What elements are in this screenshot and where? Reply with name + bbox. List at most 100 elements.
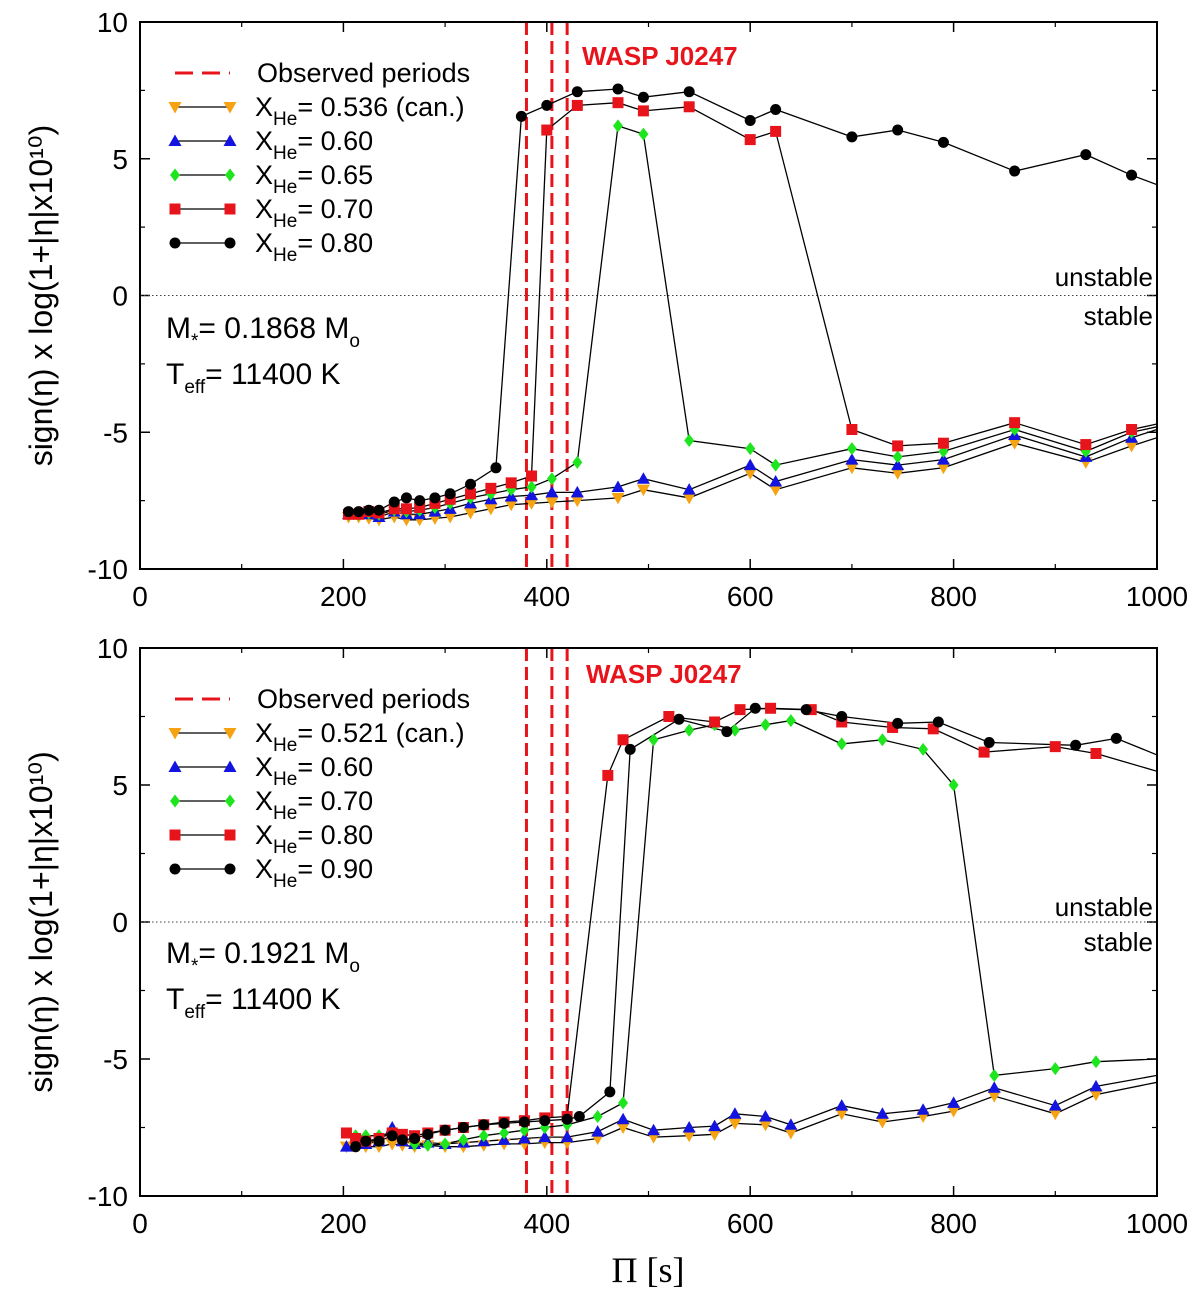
data-point	[683, 86, 695, 98]
data-point	[560, 1130, 574, 1143]
teff-label: Teff= 11400 K	[166, 358, 341, 398]
data-point	[464, 507, 478, 520]
data-point	[572, 455, 583, 469]
x-tick-label: 200	[320, 581, 367, 612]
data-point	[978, 746, 990, 758]
data-point	[684, 433, 695, 447]
x-axis-label: Π [s]	[612, 1250, 685, 1290]
data-point	[440, 1137, 451, 1151]
data-point	[478, 1129, 489, 1143]
series-line	[346, 707, 1157, 1142]
data-point	[947, 1096, 961, 1108]
x-tick-label: 200	[320, 1208, 367, 1239]
data-point	[360, 1135, 372, 1147]
data-point	[570, 495, 584, 508]
data-point	[836, 737, 847, 751]
data-point	[887, 721, 899, 733]
data-point	[836, 711, 848, 722]
legend-marker	[223, 134, 237, 146]
data-point	[1048, 1108, 1062, 1121]
data-point	[769, 484, 783, 497]
data-point	[989, 1068, 1000, 1082]
data-point	[526, 470, 538, 482]
data-point	[637, 91, 649, 103]
data-point	[682, 1121, 696, 1133]
x-tick-label: 1000	[1126, 581, 1188, 612]
data-point	[835, 1108, 849, 1121]
data-point	[545, 485, 559, 498]
data-point	[927, 723, 939, 735]
data-point	[373, 1135, 385, 1147]
y-tick-label: 5	[112, 144, 128, 175]
data-point	[414, 495, 426, 507]
data-point	[1009, 165, 1021, 177]
data-point	[892, 124, 904, 136]
data-point	[1126, 169, 1138, 181]
data-point	[682, 483, 696, 495]
data-point	[538, 1130, 552, 1143]
data-point	[846, 424, 858, 436]
data-point	[526, 480, 537, 494]
y-tick-label: 5	[112, 770, 128, 801]
data-point	[758, 1110, 772, 1122]
data-point	[498, 1117, 510, 1129]
data-point	[617, 734, 629, 746]
stable-label: stable	[1084, 927, 1153, 957]
mass-label: M*= 0.1868 Mo	[166, 312, 360, 352]
series-line	[355, 719, 1157, 1146]
data-point	[490, 462, 502, 474]
x-tick-label: 600	[727, 581, 774, 612]
data-point	[618, 1096, 629, 1110]
unstable-label: unstable	[1055, 262, 1153, 292]
data-point	[422, 1128, 434, 1140]
data-point	[743, 468, 757, 480]
data-point	[663, 711, 675, 722]
legend-marker	[225, 794, 235, 808]
y-axis-label: sign(η) x log(1+|η|x10¹⁰)	[23, 751, 59, 1093]
data-point	[784, 1127, 798, 1140]
data-point	[396, 1134, 408, 1146]
y-tick-label: -5	[103, 417, 128, 448]
data-point	[546, 472, 557, 486]
data-point	[1089, 1079, 1103, 1092]
data-point	[918, 742, 929, 756]
y-tick-label: 10	[97, 7, 128, 38]
data-point	[708, 1119, 722, 1132]
data-point	[340, 1127, 352, 1139]
x-tick-label: 0	[132, 1208, 148, 1239]
data-point	[612, 119, 623, 133]
data-point	[734, 704, 746, 716]
data-point	[647, 1123, 661, 1136]
data-point	[363, 504, 375, 516]
data-point	[937, 437, 949, 449]
data-point	[947, 1106, 961, 1118]
legend-marker	[224, 829, 236, 841]
data-point	[373, 504, 385, 516]
data-point	[637, 105, 649, 117]
data-point	[648, 733, 659, 747]
stable-label: stable	[1084, 301, 1153, 331]
data-point	[1008, 438, 1022, 450]
data-point	[892, 717, 904, 729]
data-point	[673, 713, 685, 725]
data-point	[1049, 741, 1061, 753]
data-point	[728, 1107, 742, 1119]
data-point	[525, 498, 539, 510]
data-point	[541, 99, 553, 111]
data-point	[936, 462, 950, 475]
data-point	[465, 488, 477, 500]
data-point	[709, 716, 721, 728]
legend-series-label: XHe= 0.521 (can.)	[255, 718, 465, 756]
x-tick-label: 400	[523, 581, 570, 612]
data-point	[683, 101, 695, 113]
data-point	[846, 442, 857, 456]
data-point	[388, 496, 400, 508]
data-point	[1050, 1062, 1061, 1076]
unstable-label: unstable	[1055, 892, 1153, 922]
data-point	[770, 104, 782, 116]
y-tick-label: 10	[97, 633, 128, 664]
legend-series-label: XHe= 0.70	[255, 194, 373, 232]
data-point	[744, 134, 756, 146]
